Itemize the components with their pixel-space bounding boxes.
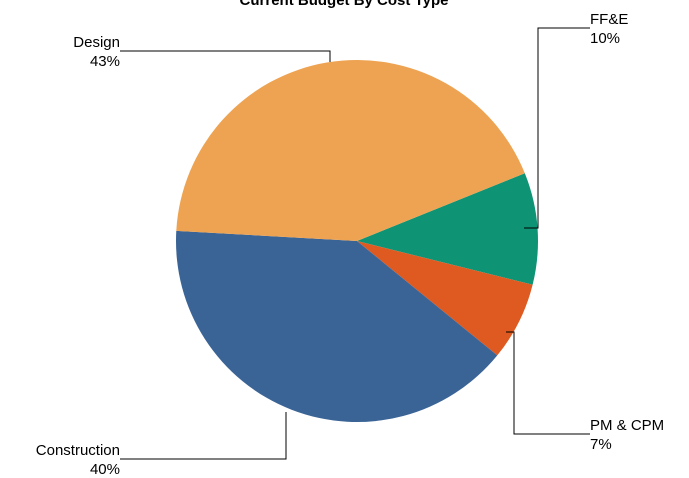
pie-slice-pm-cpm (357, 241, 533, 356)
pie-slice-construction (175, 230, 498, 422)
slice-label-design: Design (73, 34, 120, 51)
leader-line-design (120, 50, 331, 62)
slice-label-ff-e: FF&E (590, 11, 628, 28)
pie-labels: FF&E 10% PM & CPM 7% Construction 40% Design 43… (36, 11, 664, 478)
pie-slice-design (176, 59, 525, 241)
leader-line-ff-e (524, 27, 590, 229)
pie-slice-ff-e (357, 173, 538, 285)
leader-line-construction (120, 412, 287, 460)
slice-percent-construction: 40% (90, 461, 120, 478)
slice-percent-design: 43% (90, 53, 120, 70)
pie-slices (175, 59, 538, 422)
slice-percent-ff-e: 10% (590, 30, 620, 47)
slice-label-construction: Construction (36, 442, 120, 459)
slice-percent-pm-cpm: 7% (590, 436, 612, 453)
chart-title: Current Budget By Cost Type (240, 0, 449, 9)
slice-label-pm-cpm: PM & CPM (590, 417, 664, 434)
leader-line-pm-cpm (506, 331, 590, 435)
